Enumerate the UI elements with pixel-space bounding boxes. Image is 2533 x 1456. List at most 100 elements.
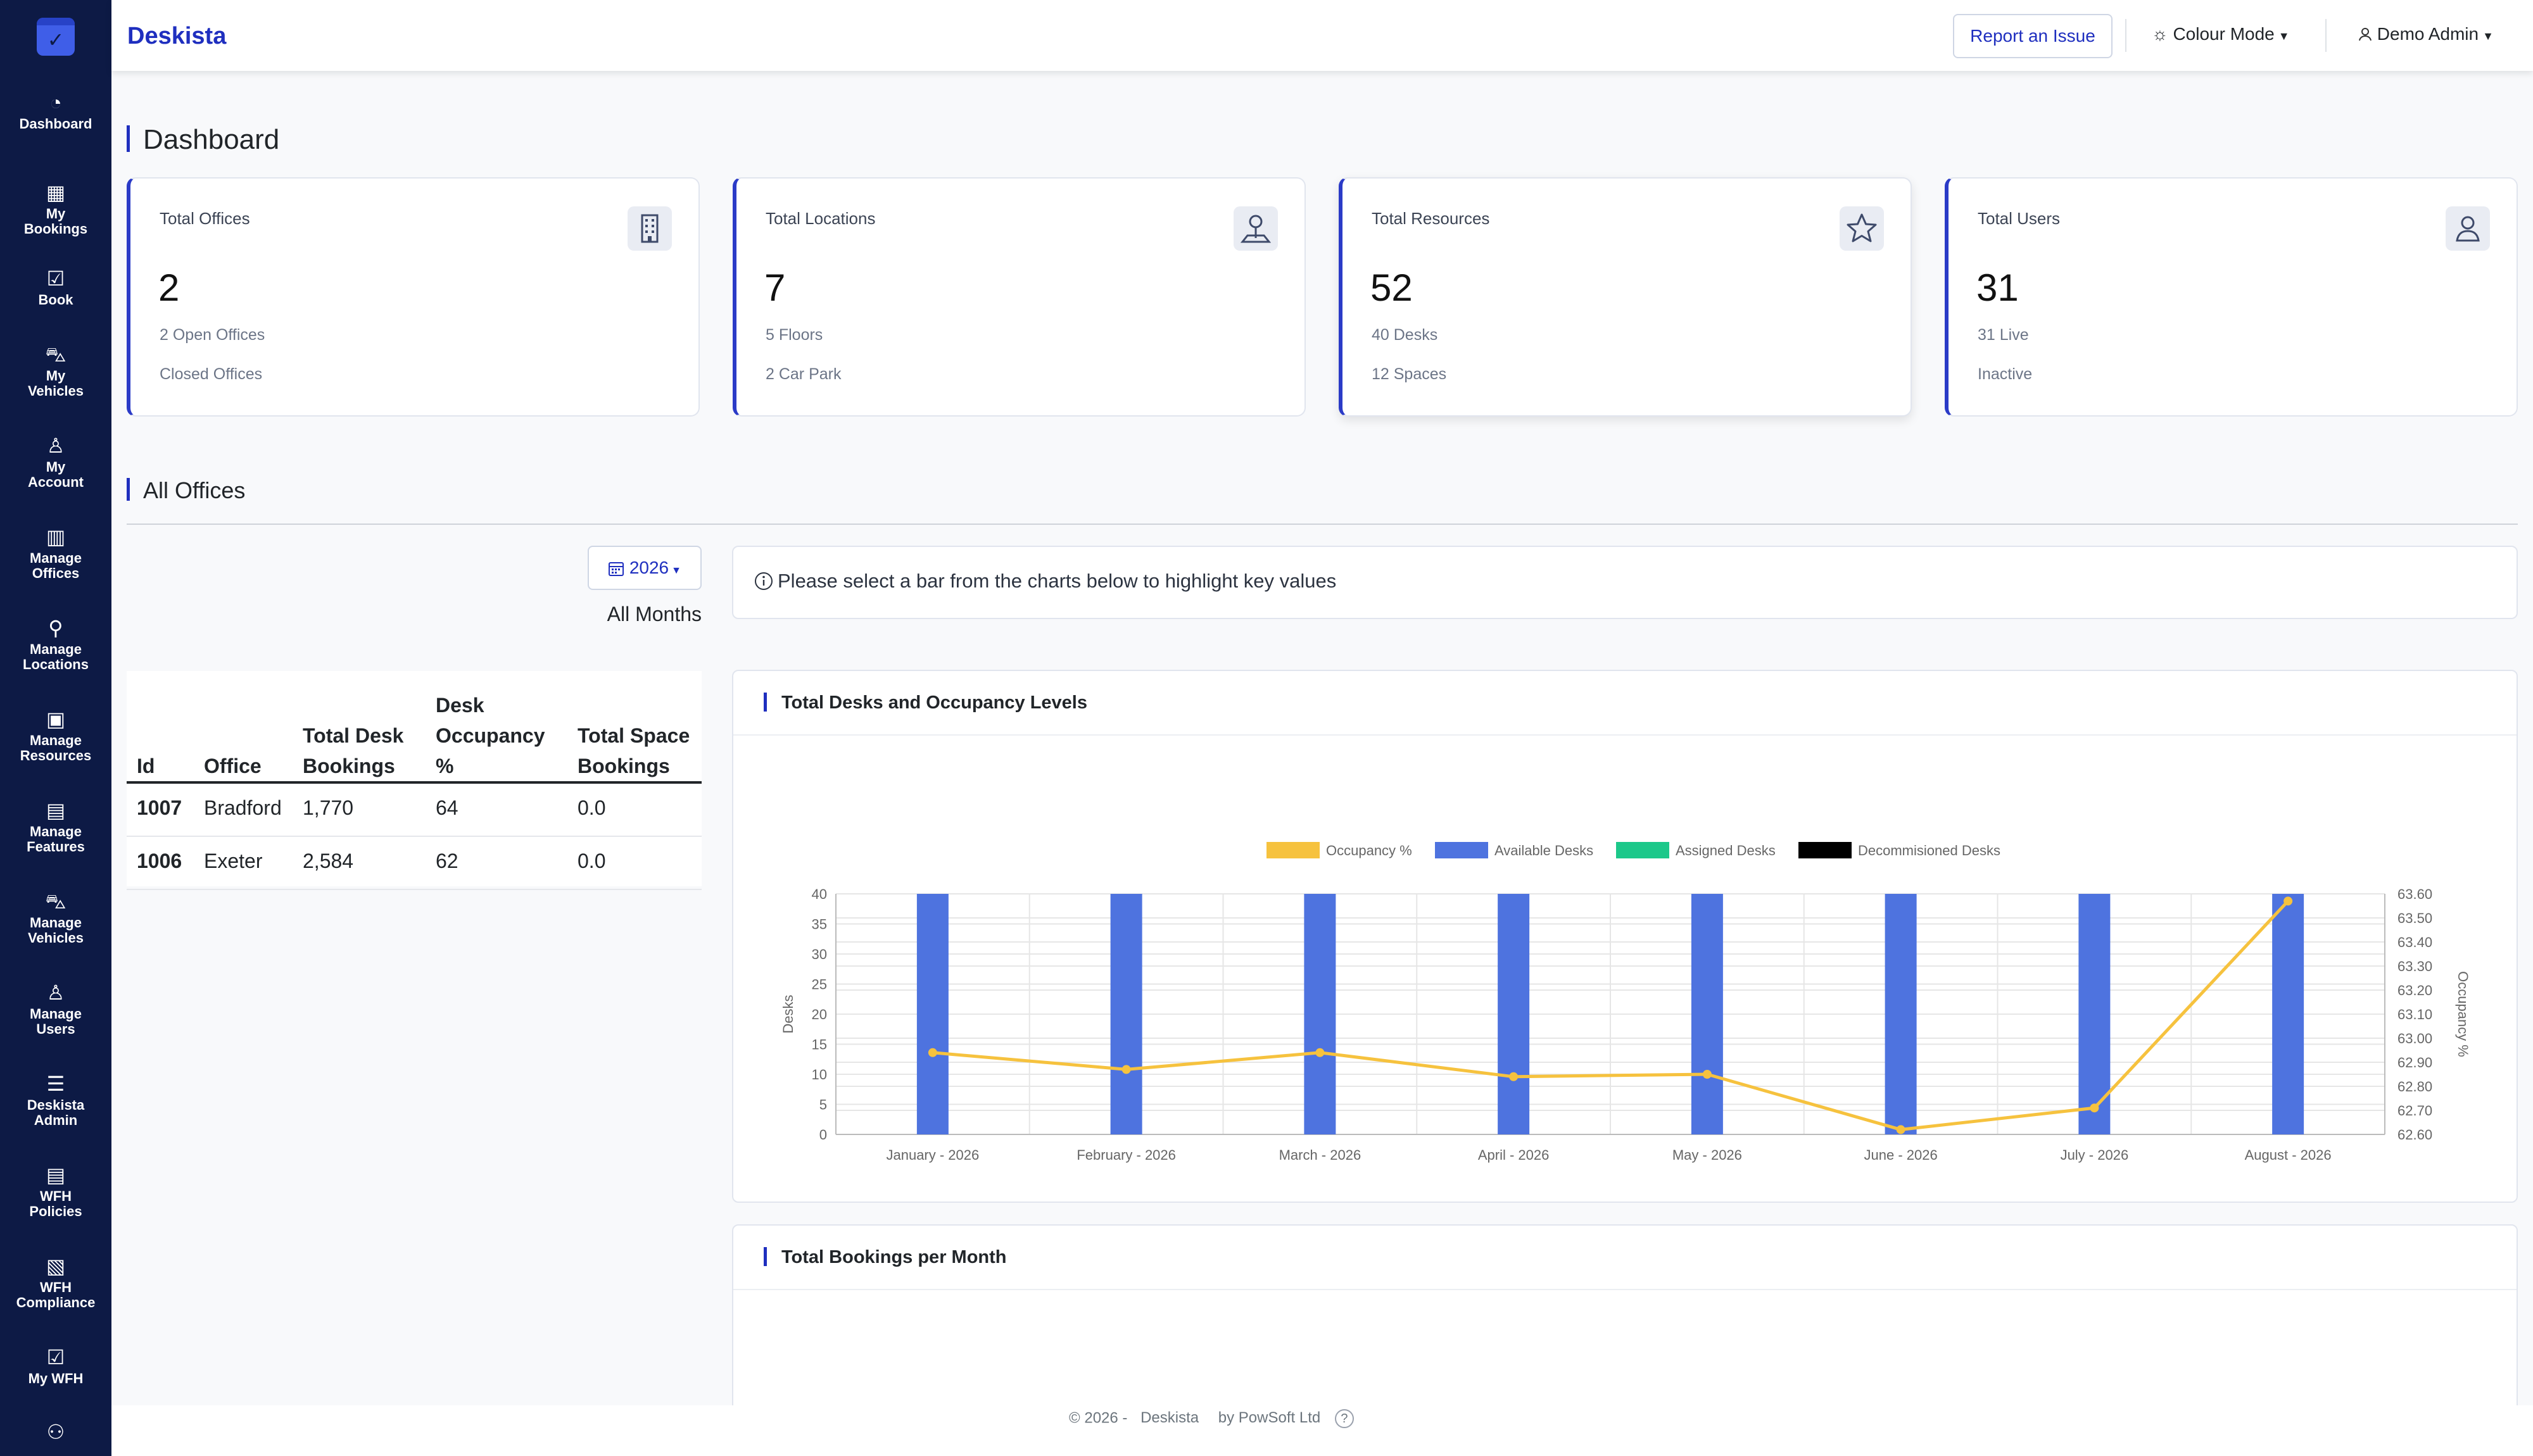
sidebar-item[interactable]: ▣ Manage Resources	[0, 705, 111, 763]
calendar-check-icon: ☑	[46, 1346, 65, 1369]
sidebar-item[interactable]: ▤ Manage Features	[0, 796, 111, 855]
card-total-offices: Total Offices 2 2 Open Offices Closed Of…	[127, 177, 700, 417]
desks-occupancy-chart[interactable]: Occupancy % Available Desks Assigned Desks…	[733, 734, 2517, 1203]
sidebar-item-label: Manage Users	[30, 1006, 82, 1037]
app-logo-icon[interactable]	[37, 18, 75, 56]
occupancy-point	[1509, 1072, 1519, 1081]
sidebar-item[interactable]: ⚲ Manage Locations	[0, 614, 111, 672]
cell-office: Bradford	[204, 796, 282, 819]
column-header[interactable]: Office	[204, 755, 262, 777]
sidebar-item[interactable]: ▧ WFH Compliance	[0, 1252, 111, 1310]
sidebar-item[interactable]: ▦ My Bookings	[0, 179, 111, 237]
sidebar-item-label: Manage Offices	[30, 550, 82, 581]
y2-axis-title: Occupancy %	[2455, 971, 2471, 1057]
sidebar-item[interactable]: ♙ Manage Users	[0, 979, 111, 1037]
legend-label: Assigned Desks	[1676, 843, 1776, 858]
map-pin-person-icon	[1234, 206, 1278, 251]
footer-company: by PowSoft Ltd	[1218, 1409, 1321, 1427]
bar-available-desks	[1691, 894, 1723, 1134]
panel-header: Total Desks and Occupancy Levels	[733, 671, 2517, 736]
card-subtext: 40 Desks	[1372, 326, 1438, 344]
sidebar-item[interactable]: ☑ My WFH	[0, 1343, 111, 1386]
sidebar: ◔Dashboard ▦My Bookings ☑Book ⛍My Vehicles ♙…	[0, 0, 111, 1456]
column-header[interactable]: Total Space Bookings	[578, 724, 690, 777]
cell-space-bookings: 0.0	[578, 850, 606, 872]
bookings-per-month-chart[interactable]: Avg Bookings Per PersonTotal BookingsPeo…	[733, 1289, 2517, 1415]
year-select-button[interactable]: 2026 ▼	[588, 546, 702, 590]
sidebar-item-label: My WFH	[28, 1371, 84, 1386]
occupancy-point	[1702, 1070, 1712, 1079]
occupancy-point	[928, 1048, 937, 1057]
table-header: Id Office Total Desk Bookings Desk Occup…	[127, 671, 702, 784]
column-header[interactable]: Total Desk Bookings	[303, 724, 404, 777]
table-row[interactable]: 1007 Bradford 1,770 64 0.0	[127, 784, 702, 837]
sidebar-item[interactable]: ◔ Dashboard	[0, 89, 111, 132]
cell-id: 1006	[137, 850, 182, 872]
caret-down-icon: ▼	[2482, 30, 2494, 42]
table-row[interactable]: 1006 Exeter 2,584 62 0.0	[127, 837, 702, 890]
bookings-per-month-panel: Total Bookings per Month Avg Bookings Pe…	[732, 1224, 2518, 1415]
y2-tick-label: 63.40	[2397, 934, 2432, 950]
sidebar-item[interactable]: ♙ My Account	[0, 432, 111, 490]
cell-space-bookings: 0.0	[578, 796, 606, 819]
section-accent	[127, 125, 130, 152]
page-title: Dashboard	[143, 124, 280, 155]
y-tick-label: 0	[819, 1127, 827, 1143]
y-tick-label: 30	[812, 946, 827, 962]
sidebar-item[interactable]: ▤ WFH Policies	[0, 1161, 111, 1219]
sidebar-item[interactable]: ⚇	[0, 1418, 111, 1446]
building-icon	[628, 206, 672, 251]
footer-text: © 2026 - Deskista by PowSoft Ltd ?	[1069, 1409, 1354, 1428]
calendar-icon: ▣	[46, 708, 66, 731]
y2-tick-label: 62.60	[2397, 1127, 2432, 1143]
x-tick-label: April - 2026	[1478, 1147, 1550, 1163]
sidebar-item[interactable]: ⛍ Manage Vehicles	[0, 888, 111, 946]
cell-occupancy: 62	[436, 850, 458, 872]
column-header[interactable]: Desk Occupancy %	[436, 694, 545, 777]
brand-name[interactable]: Deskista	[127, 23, 227, 49]
sidebar-item[interactable]: ⛍ My Vehicles	[0, 341, 111, 399]
occupancy-line	[932, 900, 2289, 1131]
list-card-icon: ▤	[46, 799, 66, 822]
colour-mode-dropdown[interactable]: ☼ Colour Mode ▼	[2152, 24, 2290, 44]
top-bar: Deskista Report an Issue ☼ Colour Mode ▼ …	[111, 0, 2533, 71]
legend-swatch	[1435, 842, 1488, 858]
column-header[interactable]: Id	[137, 755, 155, 777]
user-icon	[2359, 28, 2372, 41]
caret-down-icon: ▼	[2278, 30, 2290, 42]
y2-tick-label: 63.00	[2397, 1031, 2432, 1046]
card-subtext: 5 Floors	[766, 326, 823, 344]
report-issue-button[interactable]: Report an Issue	[1953, 14, 2113, 58]
card-title: Total Users	[1978, 209, 2061, 228]
section-accent	[127, 478, 130, 501]
footer-app-link[interactable]: Deskista	[1140, 1409, 1199, 1427]
panel-title: Total Bookings per Month	[781, 1247, 1007, 1267]
person-icon: ♙	[46, 981, 65, 1004]
legend-label: Occupancy %	[1326, 843, 1412, 858]
calendar-check-icon: ☑	[46, 267, 65, 290]
card-total-resources: Total Resources 52 40 Desks 12 Spaces	[1339, 177, 1912, 417]
section-title-all-offices: All Offices	[143, 477, 246, 503]
sidebar-item[interactable]: ☰ Deskista Admin	[0, 1070, 111, 1128]
cell-desk-bookings: 1,770	[303, 796, 354, 819]
sidebar-item-label: My Account	[28, 459, 84, 490]
bar-available-desks	[1110, 894, 1142, 1134]
info-alert: Please select a bar from the charts belo…	[732, 546, 2518, 619]
sidebar-item[interactable]: ☑ Book	[0, 265, 111, 308]
help-icon[interactable]: ?	[1334, 1409, 1354, 1428]
x-tick-label: January - 2026	[886, 1147, 979, 1163]
sidebar-item-label: Dashboard	[19, 116, 92, 132]
legend-item: Occupancy %	[1266, 842, 1412, 858]
info-message: Please select a bar from the charts belo…	[754, 570, 1336, 593]
card-value: 7	[764, 267, 786, 309]
divider	[2325, 19, 2327, 52]
x-tick-label: June - 2026	[1864, 1147, 1938, 1163]
user-menu-dropdown[interactable]: Demo Admin ▼	[2358, 24, 2494, 44]
x-tick-label: July - 2026	[2061, 1147, 2129, 1163]
sidebar-item[interactable]: ▥ Manage Offices	[0, 523, 111, 581]
calendar-grid-icon: ▦	[46, 181, 66, 204]
card-title: Total Offices	[160, 209, 250, 228]
cell-id: 1007	[137, 796, 182, 819]
y2-tick-label: 63.20	[2397, 982, 2432, 998]
year-label: 2026	[629, 558, 669, 577]
